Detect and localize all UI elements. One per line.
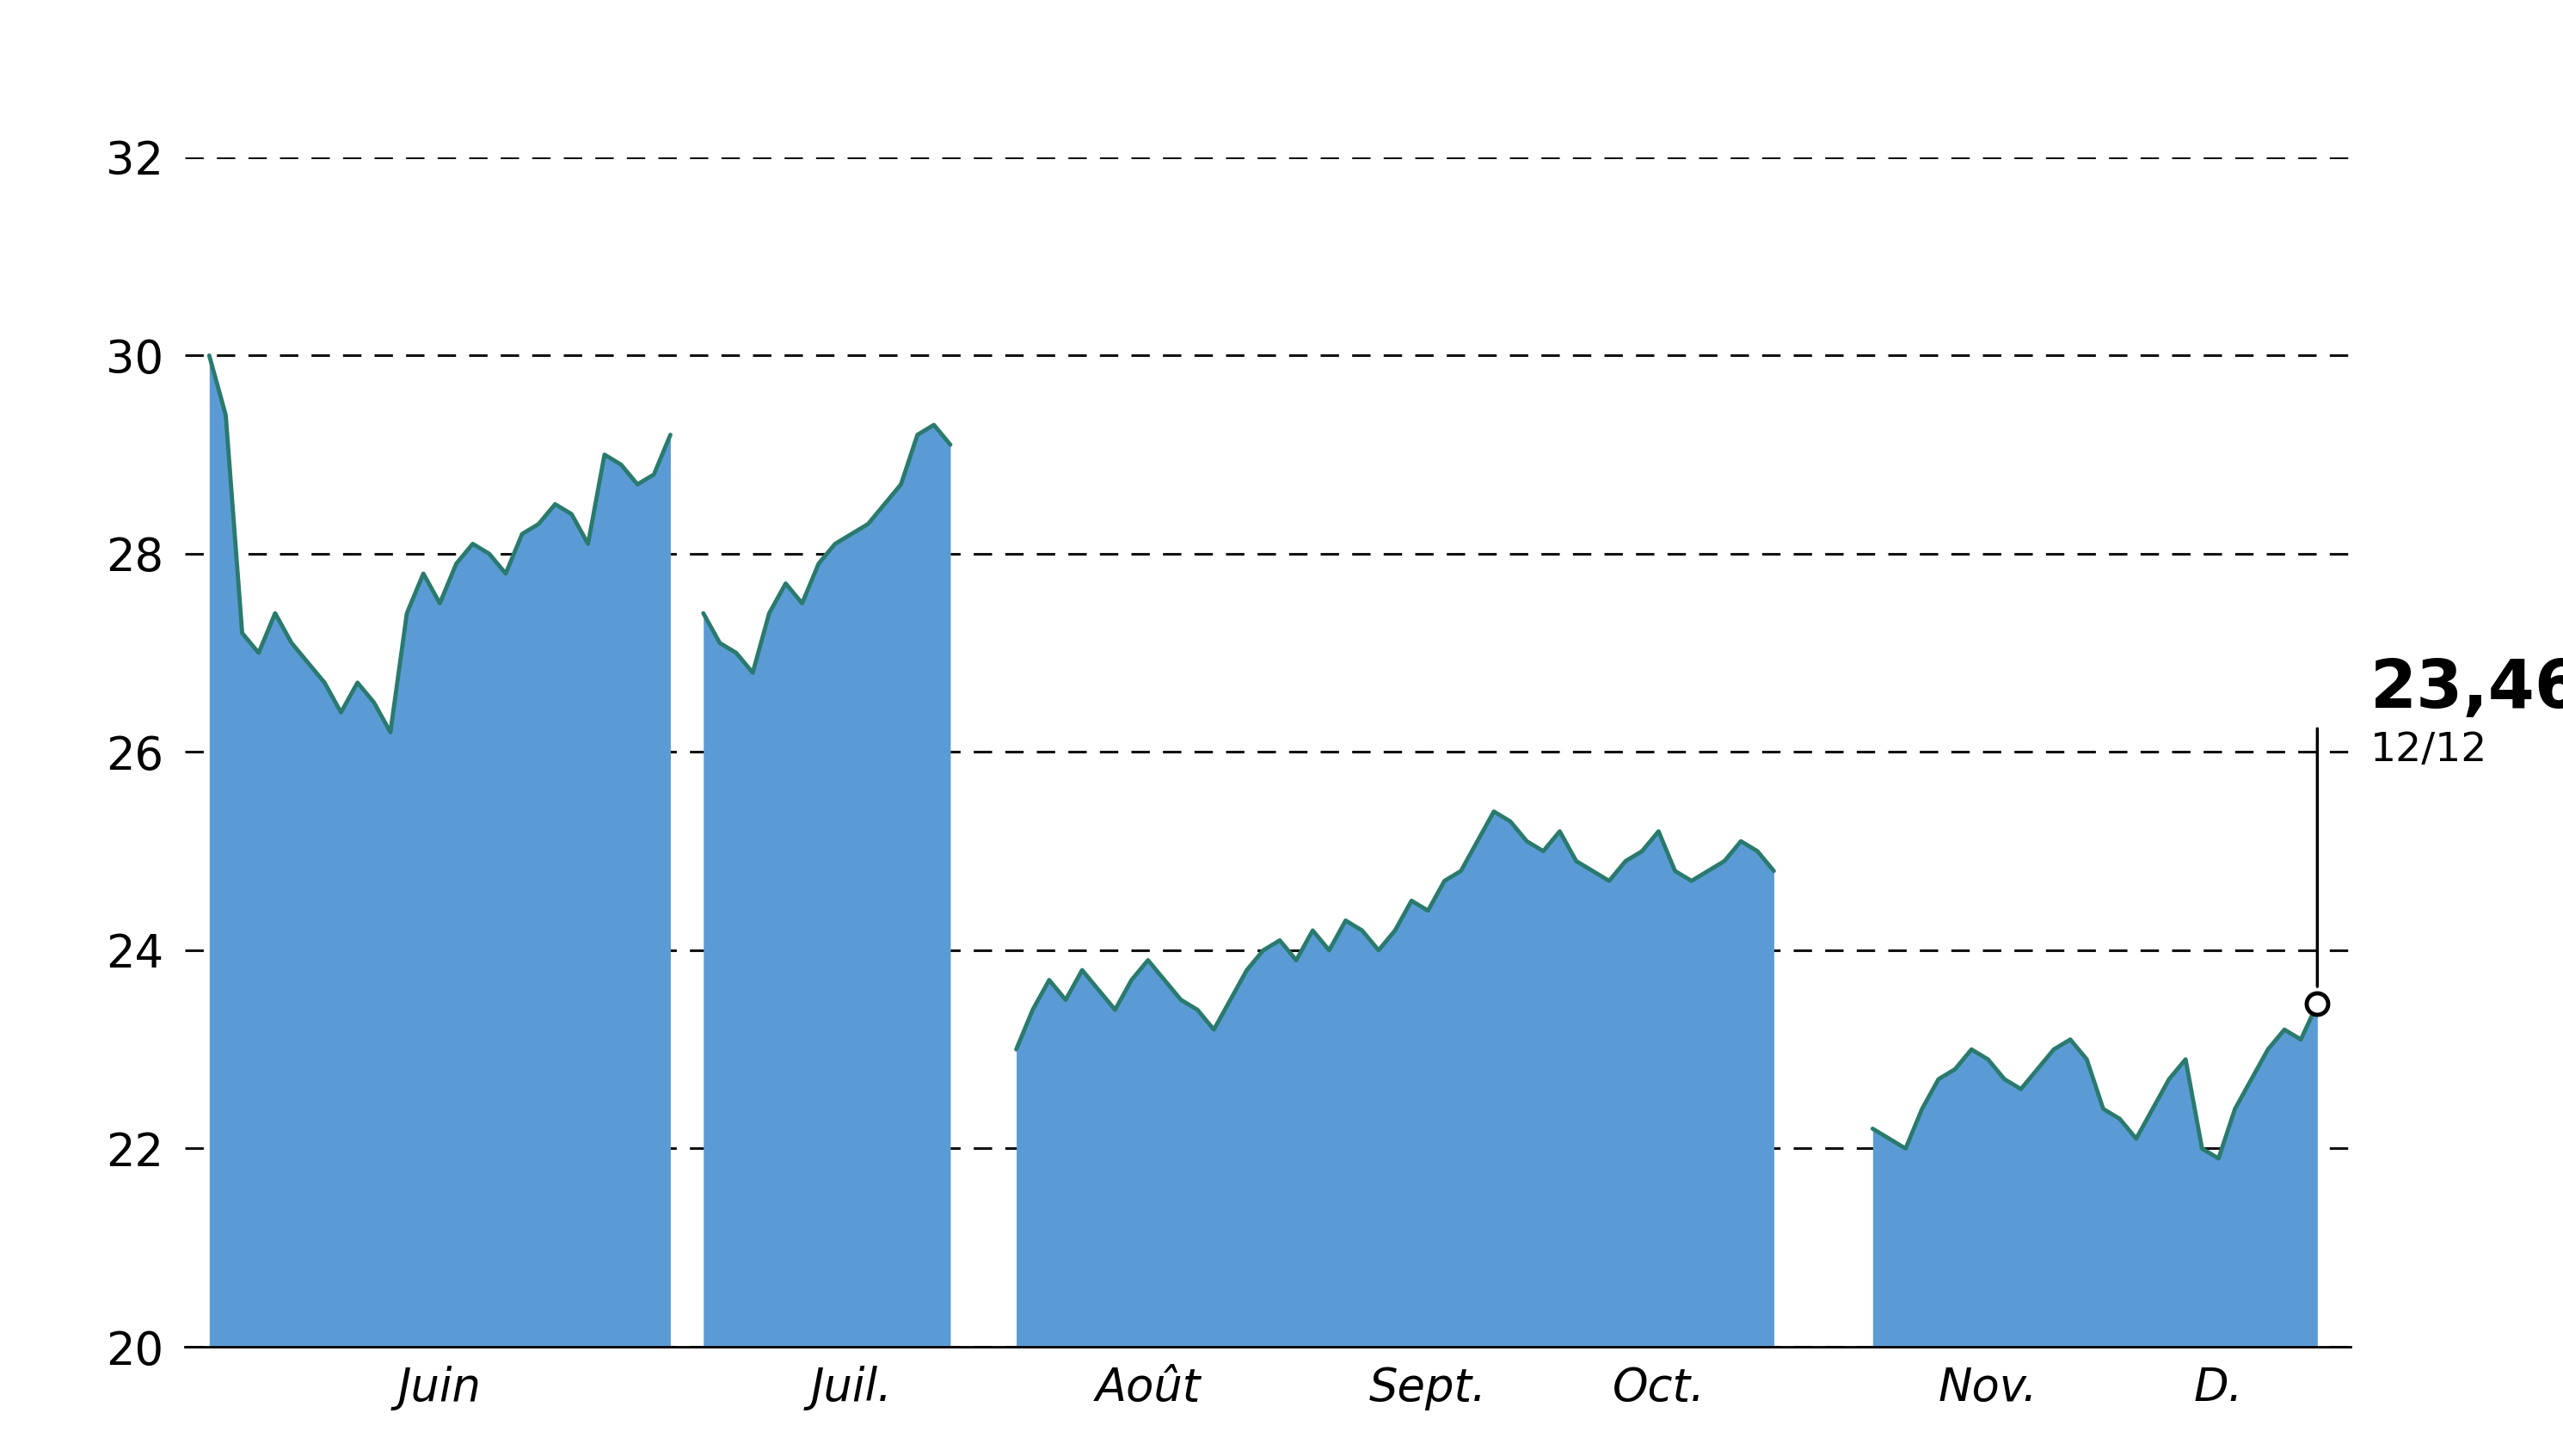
Text: 23,46: 23,46: [2371, 657, 2563, 721]
Text: 12/12: 12/12: [2371, 731, 2486, 770]
Text: RUBIS: RUBIS: [1097, 12, 1466, 116]
